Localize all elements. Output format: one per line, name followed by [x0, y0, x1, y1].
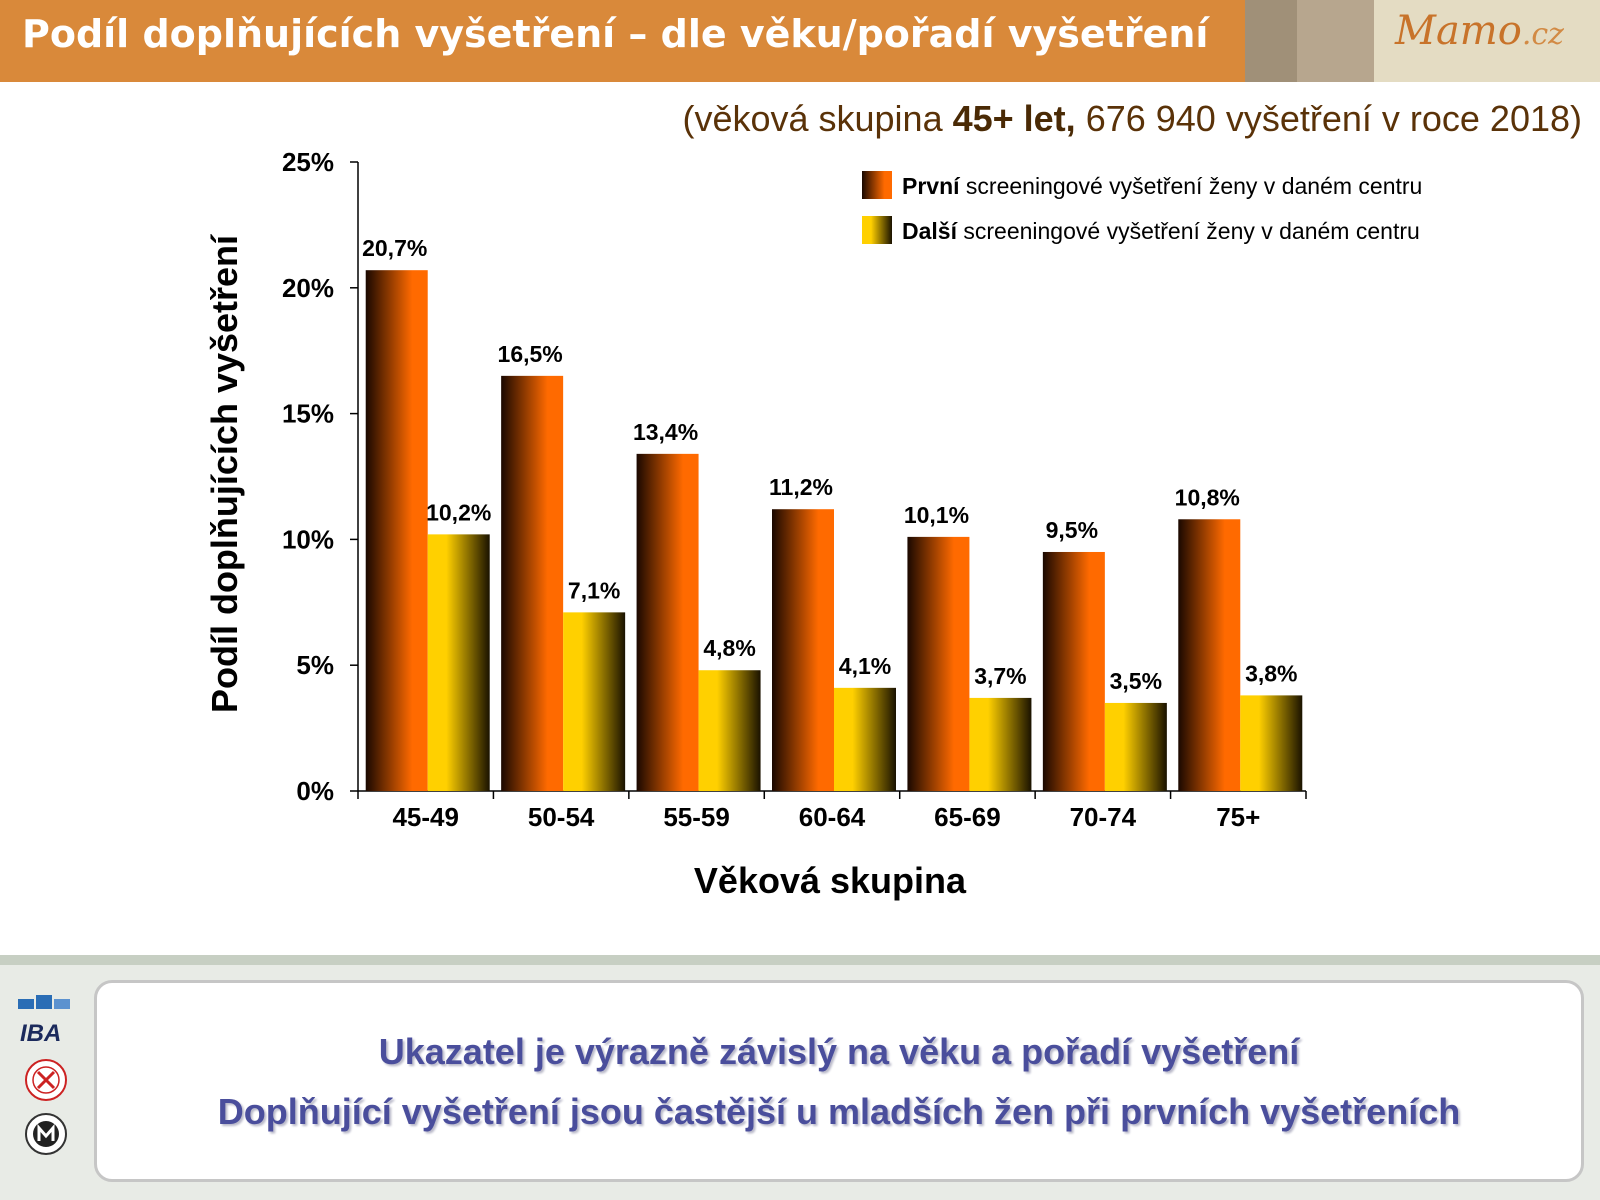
- bar-repeat-exam: [698, 670, 761, 791]
- chart-axes: 0% 5% 10% 15% 20% 25% 45-49 50-54 55-59 60-64 65-6…: [282, 147, 1307, 832]
- header-color-block: [1245, 0, 1297, 82]
- legend-entry-rest: screeningové vyšetření ženy v daném cent…: [960, 173, 1423, 199]
- bar-repeat-exam: [427, 534, 490, 791]
- x-tick-label: 45-49: [392, 802, 459, 832]
- bar-first-exam: [772, 509, 834, 791]
- conclusion-box: Ukazatel je výrazně závislý na věku a po…: [94, 980, 1584, 1182]
- iba-logo-text: IBA: [20, 1020, 62, 1047]
- value-label-first-exam: 20,7%: [362, 235, 427, 261]
- legend-swatch: [862, 216, 892, 244]
- legend-entry-bold: První: [902, 173, 961, 199]
- chart-subtitle: (věková skupina 45+ let, 676 940 vyšetře…: [682, 98, 1582, 140]
- x-tick-label: 75+: [1216, 802, 1260, 832]
- y-tick-label: 20%: [282, 273, 334, 303]
- y-tick-label: 10%: [282, 524, 334, 554]
- header-color-block: [1297, 0, 1374, 82]
- bar-repeat-exam: [1104, 702, 1167, 791]
- y-tick-label: 25%: [282, 147, 334, 177]
- value-label-repeat-exam: 4,1%: [839, 653, 891, 679]
- bar-repeat-exam: [969, 697, 1032, 791]
- value-label-first-exam: 9,5%: [1046, 517, 1098, 543]
- chart-legend: První screeningové vyšetření ženy v dané…: [862, 171, 1422, 244]
- y-tick-label: 15%: [282, 399, 334, 429]
- value-label-first-exam: 10,1%: [904, 502, 969, 528]
- faculty-seal-icon: [25, 1059, 67, 1101]
- bar-first-exam: [1042, 551, 1105, 791]
- legend-swatch: [862, 171, 892, 199]
- bar-repeat-exam: [563, 612, 626, 791]
- bar-first-exam: [1178, 519, 1241, 791]
- x-tick-label: 50-54: [528, 802, 595, 832]
- x-tick-label: 70-74: [1070, 802, 1137, 832]
- mamo-logo: Mamo.cz: [1395, 8, 1564, 54]
- value-label-first-exam: 16,5%: [498, 341, 563, 367]
- legend-entry: První screeningové vyšetření ženy v dané…: [902, 173, 1422, 199]
- value-label-first-exam: 10,8%: [1175, 484, 1240, 510]
- y-tick-label: 0%: [296, 776, 334, 806]
- header-logo-area: [1374, 0, 1600, 82]
- chart-bars: [365, 270, 1303, 791]
- subtitle-prefix: (věková skupina: [682, 98, 953, 139]
- value-label-repeat-exam: 7,1%: [568, 577, 620, 603]
- value-label-repeat-exam: 3,8%: [1245, 660, 1297, 686]
- mamo-logo-text: Mamo: [1395, 8, 1522, 54]
- value-label-repeat-exam: 3,7%: [974, 663, 1026, 689]
- bar-first-exam: [636, 453, 699, 791]
- bar-first-exam: [907, 536, 970, 791]
- value-label-repeat-exam: 10,2%: [426, 499, 491, 525]
- subtitle-suffix: 676 940 vyšetření v roce 2018): [1075, 98, 1582, 139]
- value-label-repeat-exam: 3,5%: [1110, 668, 1162, 694]
- subtitle-bold: 45+ let,: [952, 98, 1076, 139]
- bar-first-exam: [501, 375, 564, 791]
- mamo-logo-suffix: .cz: [1521, 17, 1564, 52]
- legend-entry: Další screeningové vyšetření ženy v dané…: [902, 218, 1420, 244]
- x-axis-title: Věková skupina: [694, 860, 967, 901]
- x-tick-label: 65-69: [934, 802, 1001, 832]
- value-label-repeat-exam: 4,8%: [703, 635, 755, 661]
- conclusion-line-2: Doplňující vyšetření jsou častější u mla…: [217, 1091, 1461, 1132]
- y-axis-title: Podíl doplňujících vyšetření: [204, 234, 245, 713]
- header-bar: Podíl doplňujících vyšetření – dle věku/…: [0, 0, 1245, 82]
- legend-entry-rest: screeningové vyšetření ženy v daném cent…: [957, 218, 1420, 244]
- iba-logo-icon: [18, 995, 70, 1009]
- bar-first-exam: [365, 270, 428, 791]
- slide-title: Podíl doplňujících vyšetření – dle věku/…: [22, 12, 1209, 56]
- value-label-first-exam: 13,4%: [633, 419, 698, 445]
- chart-value-labels: 20,7% 16,5% 13,4% 11,2% 10,1% 9,5% 10,8% 10,2% 7…: [362, 235, 1297, 694]
- x-tick-label: 60-64: [799, 802, 866, 832]
- bar-repeat-exam: [834, 687, 896, 791]
- university-seal-icon: [25, 1113, 67, 1155]
- y-tick-label: 5%: [296, 650, 334, 680]
- bar-chart: 0% 5% 10% 15% 20% 25% 45-49 50-54 55-59 60-64 65-6…: [204, 147, 1422, 901]
- value-label-first-exam: 11,2%: [769, 474, 833, 500]
- legend-entry-bold: Další: [902, 218, 959, 244]
- bar-repeat-exam: [1240, 695, 1303, 791]
- x-tick-label: 55-59: [663, 802, 730, 832]
- conclusion-line-1: Ukazatel je výrazně závislý na věku a po…: [378, 1031, 1300, 1072]
